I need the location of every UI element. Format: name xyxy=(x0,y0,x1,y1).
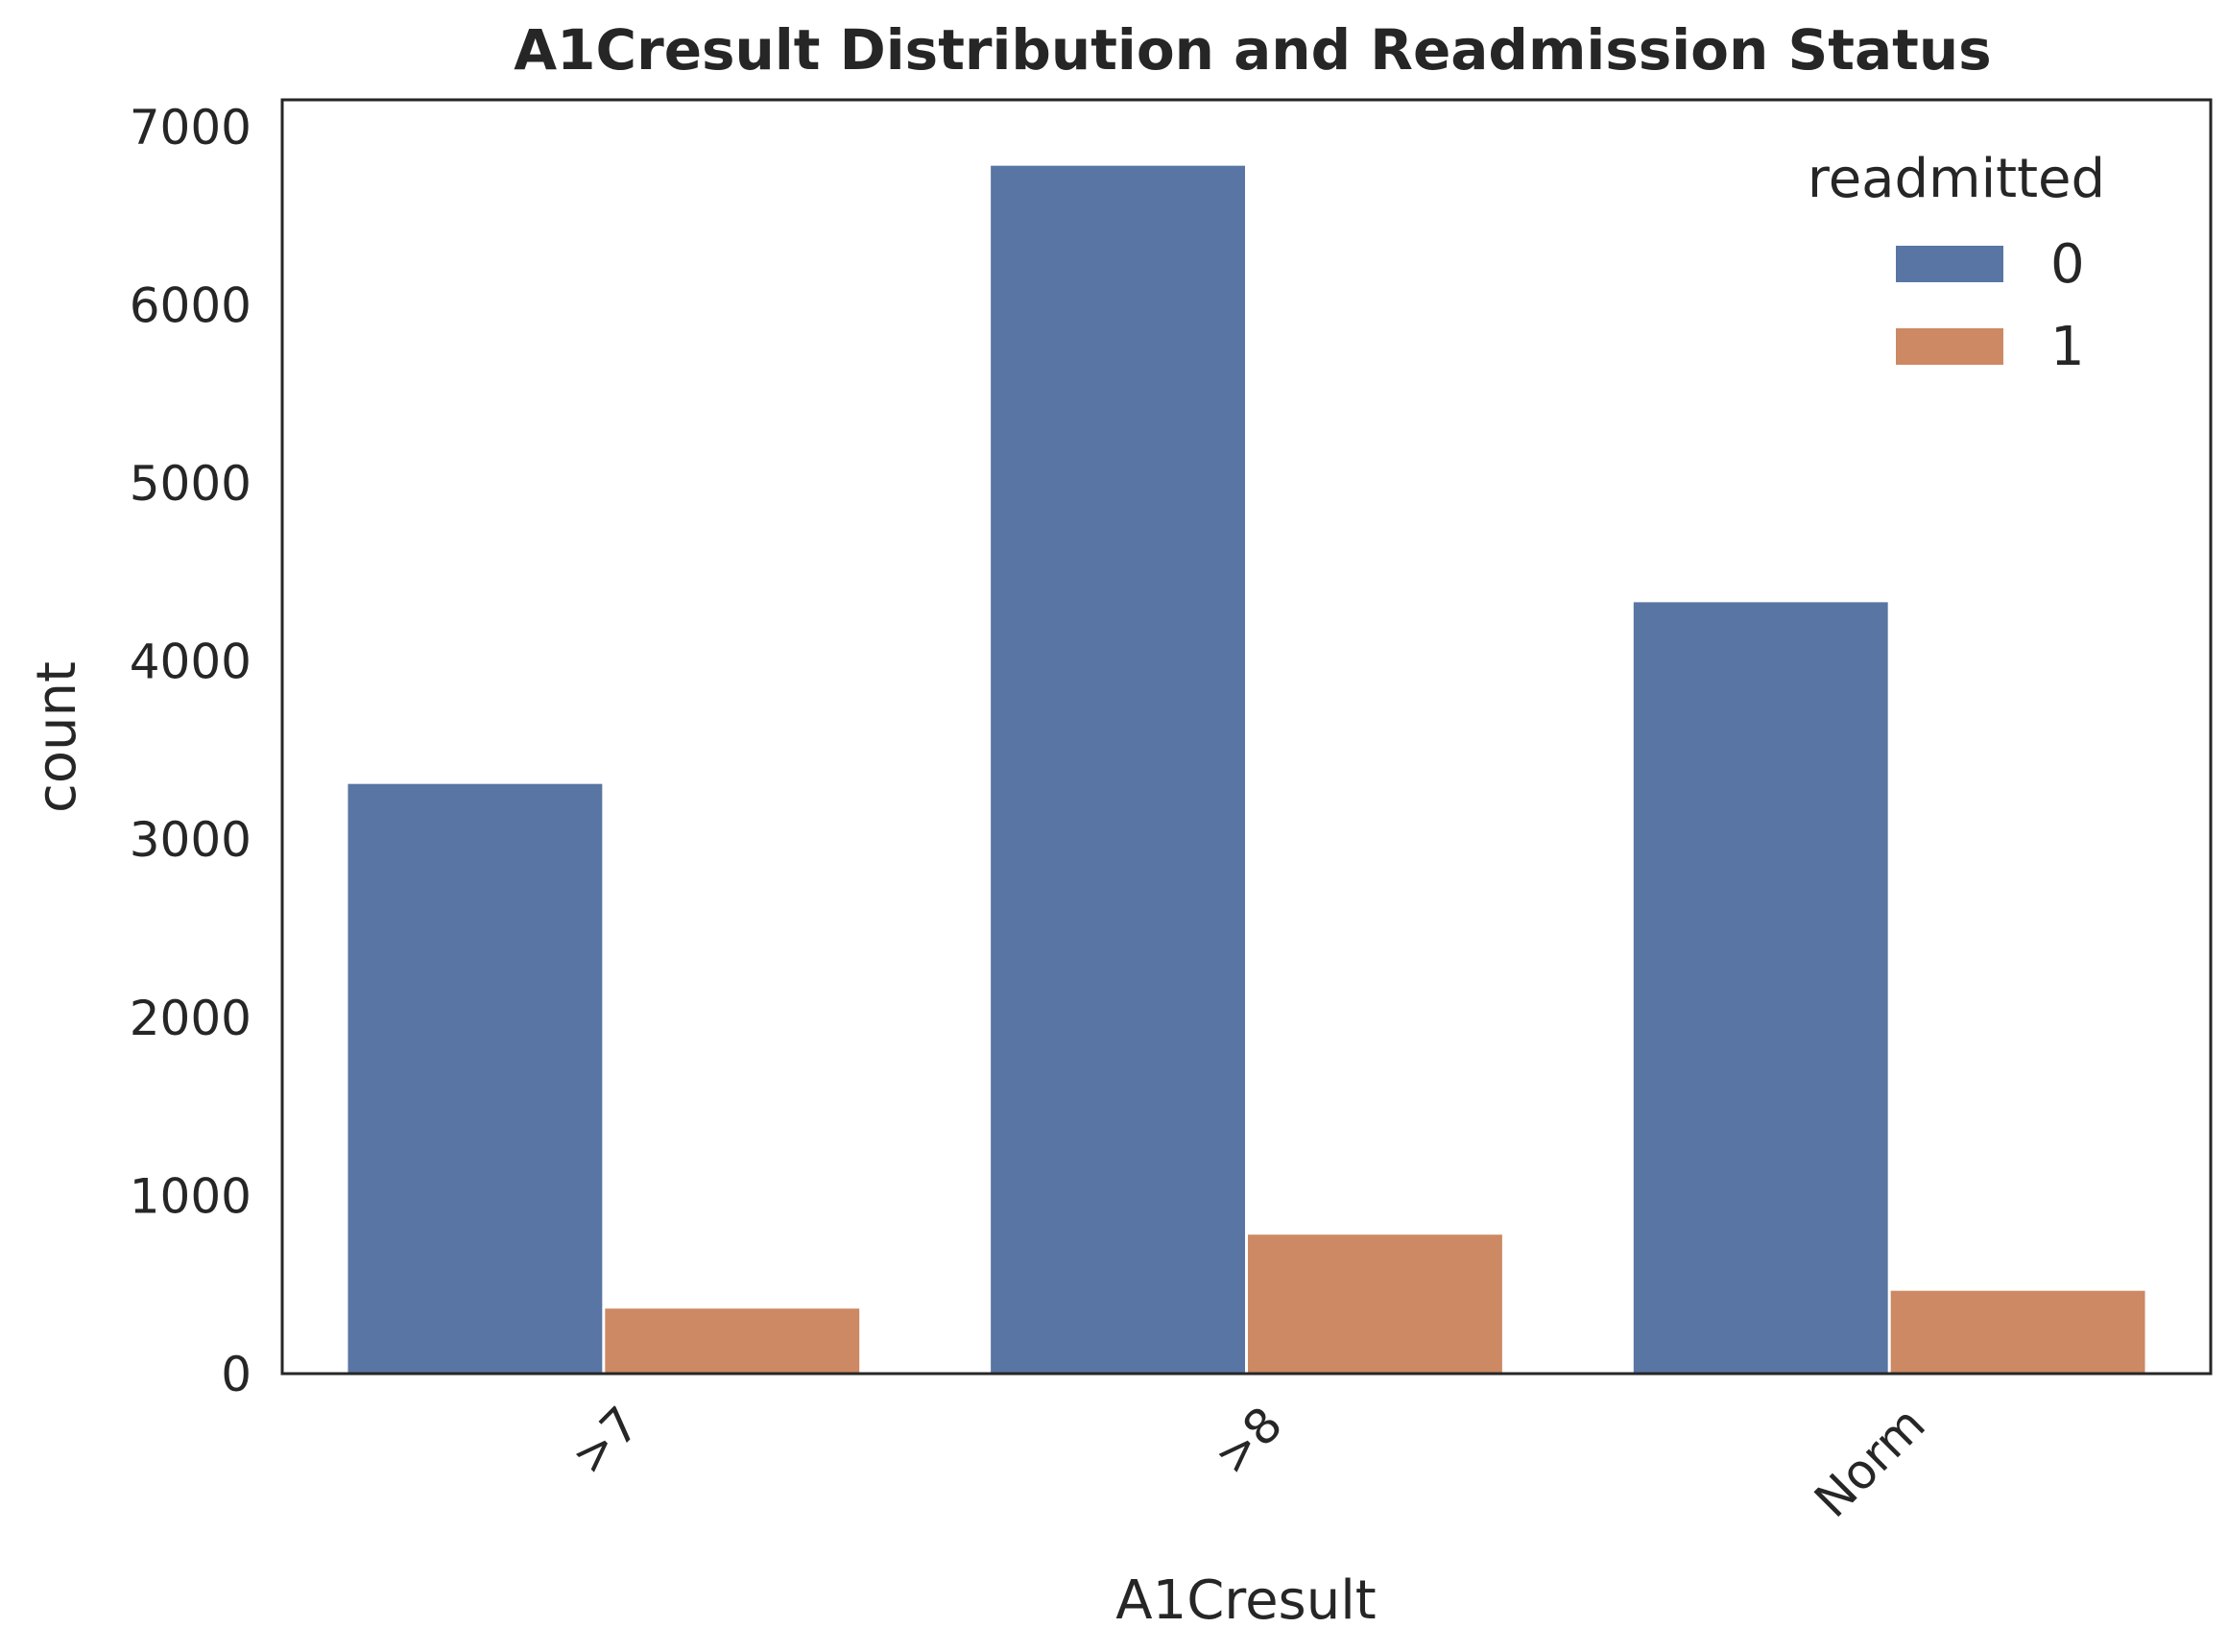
x-tick-label: >7 xyxy=(561,1396,650,1485)
legend-title: readmitted xyxy=(1808,148,2105,210)
x-axis-label: A1Cresult xyxy=(1115,1569,1376,1632)
y-tick-label: 6000 xyxy=(130,277,252,333)
y-tick-label: 0 xyxy=(221,1347,252,1402)
legend-label-0: 0 xyxy=(2050,233,2085,296)
chart-title: A1Cresult Distribution and Readmission S… xyxy=(514,17,1991,83)
y-tick-label: 7000 xyxy=(130,100,252,156)
y-tick-label: 5000 xyxy=(130,456,252,512)
bar-8-series-0 xyxy=(991,165,1245,1375)
legend: readmitted 0 1 xyxy=(1808,148,2105,378)
bar-8-series-1 xyxy=(1248,1234,1502,1374)
bars-group xyxy=(347,165,2145,1375)
x-tick-label: >8 xyxy=(1204,1396,1293,1485)
legend-swatch-1 xyxy=(1896,328,2003,365)
bar-7-series-0 xyxy=(347,783,603,1374)
y-tick-label: 1000 xyxy=(130,1168,252,1224)
bar-7-series-1 xyxy=(605,1308,860,1374)
legend-label-1: 1 xyxy=(2050,316,2085,378)
y-axis-label: count xyxy=(26,661,88,813)
y-tick-label: 3000 xyxy=(130,812,252,868)
y-tick-label: 4000 xyxy=(130,634,252,690)
x-tick-label: Norm xyxy=(1804,1396,1935,1527)
plot-frame xyxy=(280,98,2213,1376)
x-axis-ticks: >7 >8 Norm xyxy=(561,1396,1935,1527)
y-axis-ticks: 0 1000 2000 3000 4000 5000 6000 7000 xyxy=(130,100,252,1402)
y-tick-label: 2000 xyxy=(130,991,252,1046)
bar-Norm-series-0 xyxy=(1633,602,1888,1374)
legend-swatch-0 xyxy=(1896,246,2003,282)
bar-Norm-series-1 xyxy=(1890,1290,2145,1374)
